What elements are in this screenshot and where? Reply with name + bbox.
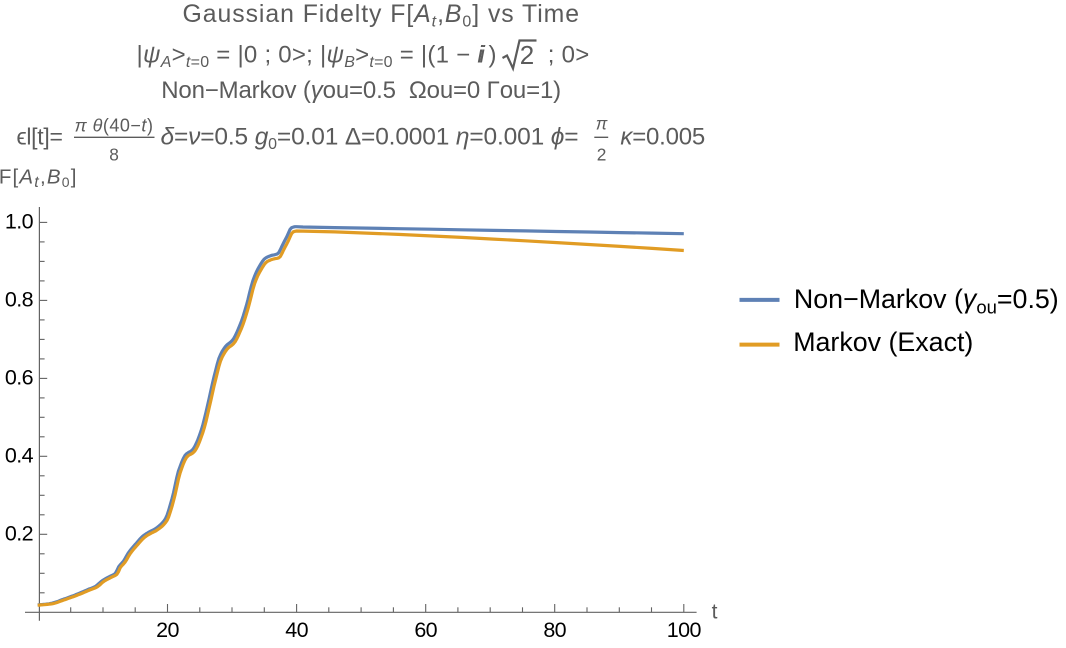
svg-text:κ=0.005: κ=0.005 bbox=[620, 123, 705, 150]
svg-text:80: 80 bbox=[543, 618, 566, 642]
svg-text:Non−Markov (γou=0.5): Non−Markov (γou=0.5) bbox=[794, 284, 1059, 318]
svg-text:t: t bbox=[712, 601, 718, 624]
svg-text:0.2: 0.2 bbox=[5, 522, 33, 546]
svg-text:60: 60 bbox=[414, 618, 437, 642]
svg-text:2: 2 bbox=[597, 144, 607, 164]
svg-text:δ=ν=0.5 g0=0.01 Δ=0.0001 η=0.0: δ=ν=0.5 g0=0.01 Δ=0.0001 η=0.001 ϕ= bbox=[161, 123, 579, 153]
svg-text:100: 100 bbox=[667, 618, 702, 642]
svg-text:0.8: 0.8 bbox=[5, 288, 34, 312]
svg-text:2: 2 bbox=[520, 40, 534, 70]
svg-text:Non−Markov (γou=0.5 Ωou=0 Γou: Non−Markov (γou=0.5 Ωou=0 Γou=1) bbox=[161, 77, 561, 104]
svg-text:Markov (Exact): Markov (Exact) bbox=[793, 327, 973, 357]
svg-text:π θ(40−t): π θ(40−t) bbox=[75, 115, 154, 135]
svg-text:Gaussian Fidelty F[At,B0] vs T: Gaussian Fidelty F[At,B0] vs Time bbox=[183, 1, 581, 31]
svg-text:40: 40 bbox=[285, 618, 308, 642]
svg-text:0.4: 0.4 bbox=[5, 444, 34, 468]
svg-text:ϵl[t]=: ϵl[t]= bbox=[17, 123, 63, 149]
svg-text:F[At,B0]: F[At,B0] bbox=[0, 166, 78, 192]
svg-text:π: π bbox=[596, 113, 608, 133]
svg-text:0.6: 0.6 bbox=[5, 366, 34, 390]
svg-text:1.0: 1.0 bbox=[5, 210, 34, 234]
svg-text:20: 20 bbox=[156, 618, 179, 642]
svg-text:8: 8 bbox=[109, 144, 119, 164]
svg-text:; 0>: ; 0> bbox=[548, 41, 590, 68]
